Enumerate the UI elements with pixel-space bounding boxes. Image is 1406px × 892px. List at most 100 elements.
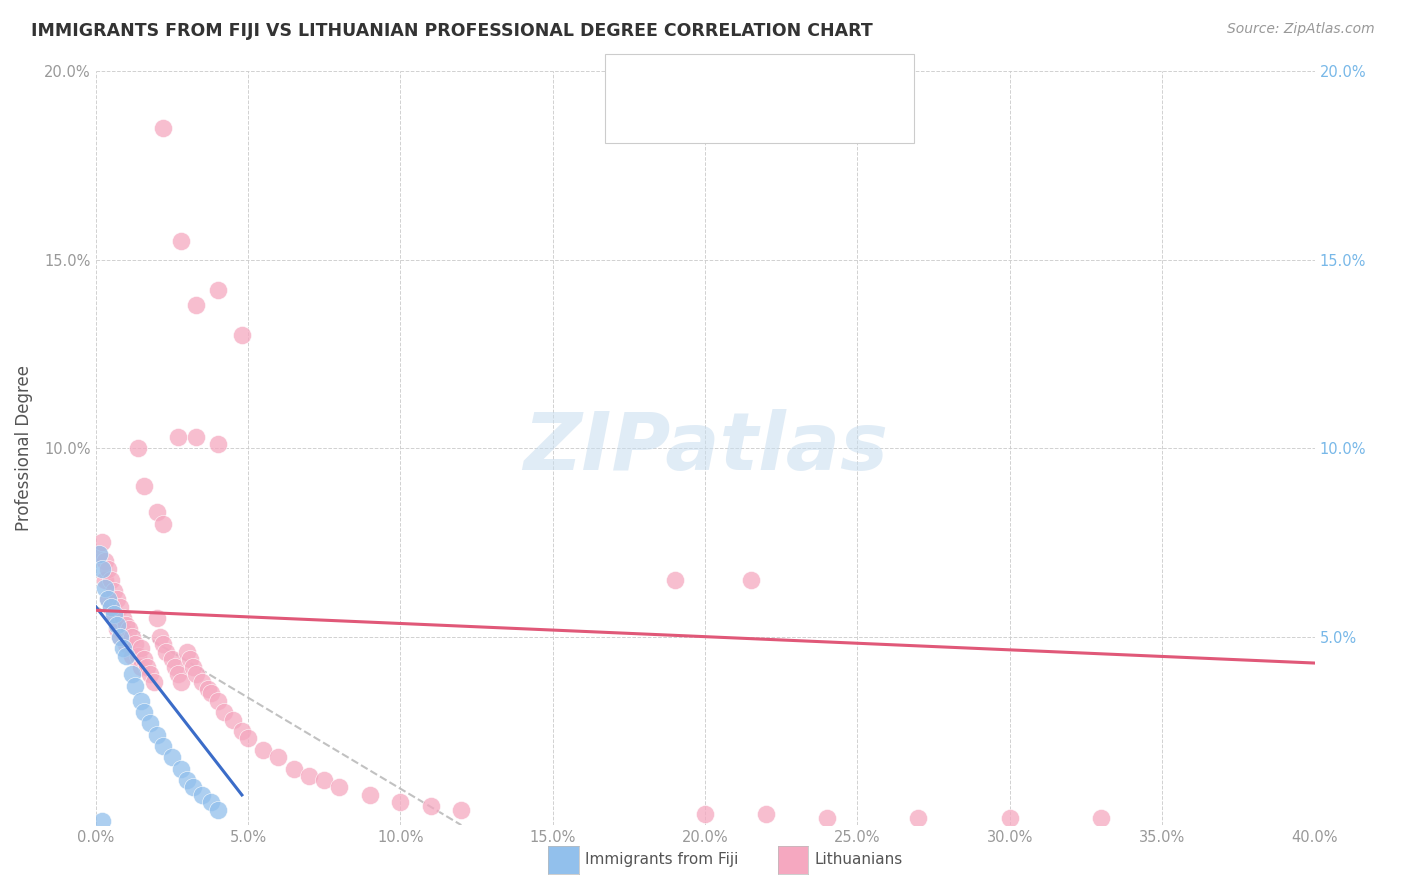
Point bbox=[695, 806, 717, 821]
Point bbox=[163, 660, 186, 674]
Point bbox=[115, 648, 138, 663]
Point bbox=[108, 599, 131, 614]
Point bbox=[145, 505, 167, 519]
Point bbox=[389, 796, 412, 810]
Point bbox=[186, 667, 208, 681]
Point bbox=[152, 516, 174, 531]
Point bbox=[136, 660, 159, 674]
Point bbox=[139, 667, 162, 681]
Point bbox=[145, 611, 167, 625]
Point bbox=[191, 788, 214, 802]
Point bbox=[207, 437, 229, 451]
Point bbox=[664, 573, 686, 587]
Point bbox=[176, 772, 198, 787]
Point bbox=[155, 645, 177, 659]
Y-axis label: Professional Degree: Professional Degree bbox=[15, 365, 32, 532]
Point bbox=[170, 234, 193, 248]
Point bbox=[115, 637, 138, 651]
Point bbox=[207, 283, 229, 297]
Point bbox=[124, 637, 146, 651]
Point bbox=[212, 705, 235, 719]
Point bbox=[176, 645, 198, 659]
Point bbox=[231, 328, 253, 343]
Point bbox=[94, 554, 117, 568]
Point bbox=[998, 811, 1021, 825]
Point bbox=[298, 769, 321, 783]
Text: Immigrants from Fiji: Immigrants from Fiji bbox=[585, 853, 738, 867]
Point bbox=[359, 788, 381, 802]
Point bbox=[815, 811, 838, 825]
Point bbox=[170, 762, 193, 776]
Point bbox=[191, 674, 214, 689]
Point bbox=[100, 599, 122, 614]
Text: R = -0.060   N = 70: R = -0.060 N = 70 bbox=[661, 109, 860, 127]
Point bbox=[124, 679, 146, 693]
Point bbox=[167, 667, 190, 681]
Point bbox=[94, 573, 117, 587]
Text: ZIPatlas: ZIPatlas bbox=[523, 409, 887, 487]
Point bbox=[131, 660, 153, 674]
Point bbox=[160, 652, 183, 666]
Point bbox=[181, 780, 204, 795]
Point bbox=[112, 640, 135, 655]
Point bbox=[97, 592, 120, 607]
Point bbox=[105, 592, 128, 607]
Point bbox=[314, 772, 336, 787]
Point bbox=[197, 682, 219, 697]
Point bbox=[97, 562, 120, 576]
Point bbox=[131, 694, 153, 708]
Point bbox=[152, 120, 174, 135]
Text: IMMIGRANTS FROM FIJI VS LITHUANIAN PROFESSIONAL DEGREE CORRELATION CHART: IMMIGRANTS FROM FIJI VS LITHUANIAN PROFE… bbox=[31, 22, 873, 40]
Point bbox=[740, 573, 762, 587]
Point bbox=[1090, 811, 1112, 825]
Point bbox=[121, 630, 143, 644]
Point bbox=[755, 806, 778, 821]
Point bbox=[118, 622, 141, 636]
Text: R = -0.326   N = 25: R = -0.326 N = 25 bbox=[661, 69, 860, 87]
Point bbox=[127, 442, 149, 455]
Point bbox=[121, 648, 143, 663]
Point bbox=[103, 607, 125, 621]
Text: Lithuanians: Lithuanians bbox=[814, 853, 903, 867]
Point bbox=[200, 686, 222, 700]
Point bbox=[103, 611, 125, 625]
Point bbox=[90, 535, 112, 549]
Point bbox=[207, 694, 229, 708]
Point bbox=[108, 630, 131, 644]
Point bbox=[131, 640, 153, 655]
Point bbox=[283, 762, 305, 776]
Point bbox=[97, 592, 120, 607]
Point bbox=[103, 584, 125, 599]
Point bbox=[100, 599, 122, 614]
Point bbox=[252, 742, 274, 756]
Point bbox=[108, 630, 131, 644]
Point bbox=[134, 705, 156, 719]
Point bbox=[139, 716, 162, 731]
Point bbox=[181, 660, 204, 674]
Point bbox=[149, 630, 172, 644]
Point bbox=[907, 811, 929, 825]
Point bbox=[419, 799, 441, 814]
Point bbox=[179, 652, 201, 666]
Point bbox=[90, 814, 112, 829]
Text: Source: ZipAtlas.com: Source: ZipAtlas.com bbox=[1227, 22, 1375, 37]
Point bbox=[134, 652, 156, 666]
Point bbox=[328, 780, 350, 795]
Point bbox=[450, 803, 472, 817]
Point bbox=[167, 430, 190, 444]
Point bbox=[207, 803, 229, 817]
Point bbox=[100, 573, 122, 587]
Point bbox=[236, 731, 259, 746]
Point bbox=[127, 648, 149, 663]
Point bbox=[87, 547, 110, 561]
Point bbox=[94, 581, 117, 595]
Point bbox=[115, 618, 138, 632]
Point bbox=[142, 674, 165, 689]
Point bbox=[105, 618, 128, 632]
Point bbox=[152, 739, 174, 753]
Point bbox=[267, 750, 290, 764]
Point bbox=[87, 547, 110, 561]
Point bbox=[145, 728, 167, 742]
Point bbox=[186, 298, 208, 312]
Point bbox=[90, 562, 112, 576]
